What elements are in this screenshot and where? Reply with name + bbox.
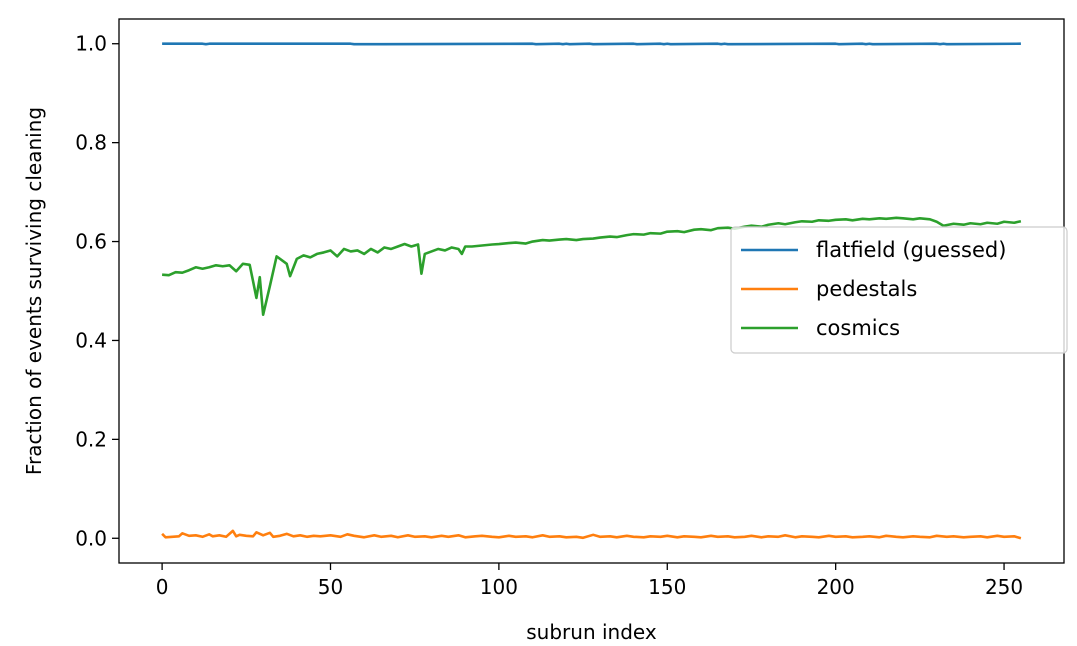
x-tick-label: 0 (156, 575, 169, 599)
series-line-pedestals (161, 529, 1022, 540)
y-tick-label: 0.4 (75, 328, 107, 352)
legend-label-cosmics: cosmics (816, 316, 900, 340)
x-tick-label: 200 (817, 575, 855, 599)
x-tick-label: 100 (480, 575, 518, 599)
y-axis: 0.0 0.2 0.4 0.6 0.8 1.0 (75, 32, 119, 550)
y-tick-label: 0.8 (75, 131, 107, 155)
x-axis: 0 50 100 150 200 250 (156, 563, 1023, 599)
legend-box (730, 226, 1068, 354)
y-tick-label: 0.6 (75, 230, 107, 254)
series-line-cosmics (162, 216, 1022, 317)
y-tick-label: 0.2 (75, 427, 107, 451)
x-tick-label: 150 (648, 575, 686, 599)
y-tick-label: 0.0 (75, 526, 107, 550)
x-axis-label: subrun index (526, 620, 657, 644)
y-tick-label: 1.0 (75, 32, 107, 56)
legend: flatfield (guessed) pedestals cosmics (730, 226, 1068, 354)
x-tick-label: 50 (318, 575, 343, 599)
y-axis-label: Fraction of events surviving cleaning (22, 107, 46, 475)
plot-area (161, 42, 1022, 540)
legend-label-pedestals: pedestals (816, 277, 917, 301)
legend-label-flatfield-guessed: flatfield (guessed) (816, 238, 1006, 262)
x-tick-label: 250 (985, 575, 1023, 599)
